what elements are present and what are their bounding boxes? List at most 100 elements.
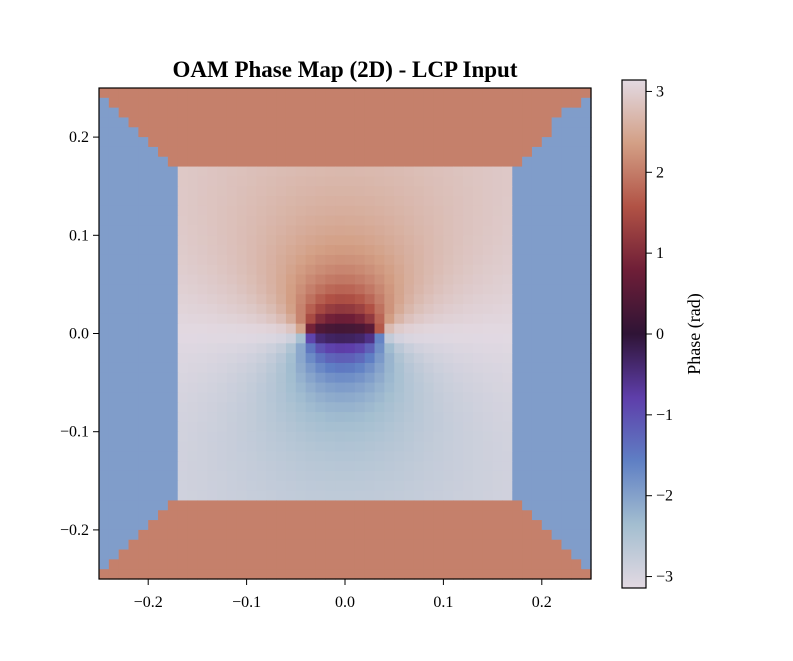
heatmap-cell xyxy=(207,146,218,158)
heatmap-cell xyxy=(256,362,267,374)
heatmap-cell xyxy=(581,127,592,138)
heatmap-cell xyxy=(364,245,376,256)
heatmap-cell xyxy=(197,559,208,570)
heatmap-cell xyxy=(453,117,464,128)
heatmap-cell xyxy=(413,254,425,266)
heatmap-cell xyxy=(276,313,287,325)
heatmap-cell xyxy=(522,372,533,384)
heatmap-cell xyxy=(236,461,248,472)
heatmap-cell xyxy=(217,353,228,364)
heatmap-cell xyxy=(531,88,543,99)
heatmap-cell xyxy=(99,254,110,266)
heatmap-cell xyxy=(167,362,179,374)
heatmap-cell xyxy=(404,431,415,443)
heatmap-cell xyxy=(384,402,395,413)
heatmap-cell xyxy=(561,500,572,511)
heatmap-cell xyxy=(256,412,267,423)
heatmap-cell xyxy=(128,304,139,315)
heatmap-cell xyxy=(571,559,582,570)
heatmap-cell xyxy=(433,196,444,207)
heatmap-cell xyxy=(502,362,513,374)
heatmap-cell xyxy=(158,353,169,364)
heatmap-cell xyxy=(108,362,120,374)
heatmap-cell xyxy=(354,127,366,138)
heatmap-cell xyxy=(305,451,317,462)
heatmap-cell xyxy=(217,117,228,128)
heatmap-cell xyxy=(276,382,287,394)
heatmap-cell xyxy=(364,264,376,276)
heatmap-cell xyxy=(226,510,238,521)
heatmap-cell xyxy=(197,88,208,99)
heatmap-cell xyxy=(571,490,582,502)
colorbar-tick-label: −1 xyxy=(656,407,673,424)
heatmap-cell xyxy=(177,500,189,511)
heatmap-cell xyxy=(433,343,444,354)
heatmap-cell xyxy=(443,196,454,207)
heatmap-cell xyxy=(384,569,395,580)
heatmap-cell xyxy=(472,451,484,462)
heatmap-cell xyxy=(512,274,523,285)
heatmap-cell xyxy=(305,490,317,502)
heatmap-cell xyxy=(256,480,267,492)
heatmap-cell xyxy=(522,196,533,207)
heatmap-cell xyxy=(295,97,307,109)
heatmap-cell xyxy=(541,88,553,99)
heatmap-cell xyxy=(413,362,425,374)
heatmap-cell xyxy=(256,117,267,128)
heatmap-cell xyxy=(276,196,287,207)
heatmap-cell xyxy=(276,304,287,315)
heatmap-cell xyxy=(345,97,356,109)
heatmap-cell xyxy=(551,510,563,521)
heatmap-cell xyxy=(541,529,553,541)
heatmap-cell xyxy=(276,97,287,109)
heatmap-cell xyxy=(472,146,484,158)
heatmap-cell xyxy=(374,333,385,344)
heatmap-cell xyxy=(295,127,307,138)
heatmap-cell xyxy=(108,186,120,197)
heatmap-cell xyxy=(108,480,120,492)
heatmap-cell xyxy=(413,107,425,119)
heatmap-cell xyxy=(413,304,425,315)
heatmap-cell xyxy=(256,529,267,541)
heatmap-cell xyxy=(384,137,395,148)
heatmap-cell xyxy=(581,372,592,384)
heatmap-cell xyxy=(187,127,198,138)
heatmap-cell xyxy=(423,254,435,266)
heatmap-cell xyxy=(354,274,366,285)
heatmap-cell xyxy=(285,402,297,413)
heatmap-cell xyxy=(305,362,317,374)
heatmap-cell xyxy=(315,294,326,305)
heatmap-cell xyxy=(354,176,366,187)
heatmap-cell xyxy=(335,284,346,295)
heatmap-cell xyxy=(433,500,444,511)
heatmap-cell xyxy=(433,431,444,443)
heatmap-cell xyxy=(207,421,218,433)
heatmap-cell xyxy=(463,264,474,276)
heatmap-cell xyxy=(413,156,425,168)
heatmap-cell xyxy=(108,441,120,452)
heatmap-cell xyxy=(374,254,385,266)
heatmap-cell xyxy=(423,490,435,502)
heatmap-cell xyxy=(551,205,563,217)
heatmap-cell xyxy=(413,451,425,462)
heatmap-cell xyxy=(325,569,336,580)
heatmap-cell xyxy=(167,127,179,138)
heatmap-cell xyxy=(138,490,149,502)
heatmap-cell xyxy=(581,166,592,177)
heatmap-cell xyxy=(443,520,454,531)
heatmap-cell xyxy=(256,107,267,119)
heatmap-cell xyxy=(571,107,582,119)
heatmap-cell xyxy=(463,431,474,443)
heatmap-cell xyxy=(482,500,494,511)
heatmap-cell xyxy=(217,529,228,541)
heatmap-cell xyxy=(364,304,376,315)
heatmap-cell xyxy=(413,461,425,472)
y-tick-label: −0.1 xyxy=(60,424,89,441)
heatmap-cell xyxy=(197,539,208,551)
heatmap-cell xyxy=(423,353,435,364)
heatmap-cell xyxy=(423,127,435,138)
heatmap-cell xyxy=(295,392,307,403)
heatmap-cell xyxy=(266,510,277,521)
heatmap-cell xyxy=(226,304,238,315)
heatmap-cell xyxy=(541,176,553,187)
